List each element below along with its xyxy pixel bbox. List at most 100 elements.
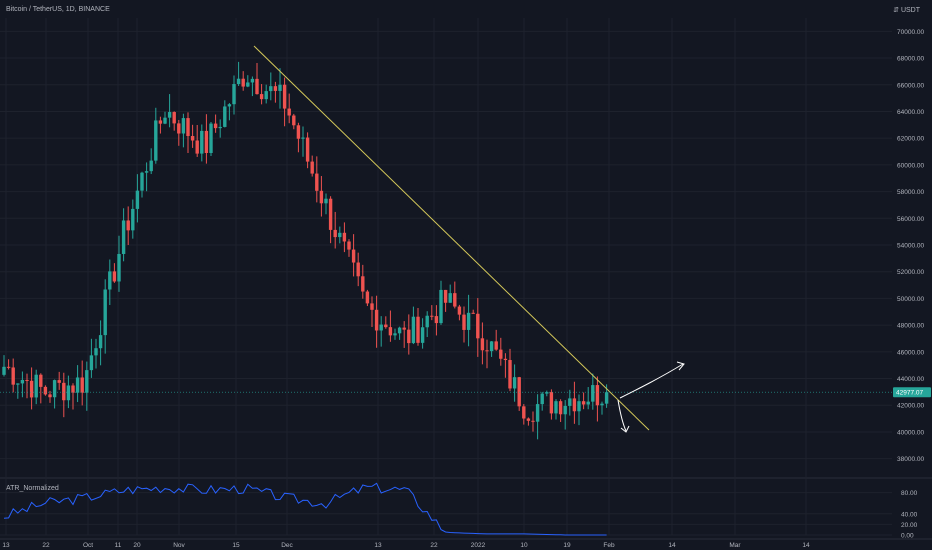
candle <box>241 71 245 91</box>
candle <box>499 337 503 366</box>
current-price-label: 42977.07 <box>896 390 923 397</box>
time-axis-label: 20 <box>133 542 141 549</box>
candle-body <box>2 366 6 375</box>
candle-body <box>439 289 443 324</box>
candle-body <box>241 78 245 87</box>
candle-body <box>600 403 604 406</box>
candle-body <box>443 289 448 303</box>
indicator-label[interactable]: ATR_Normalized <box>6 485 59 492</box>
candle-body <box>140 172 144 191</box>
candle-body <box>374 309 379 331</box>
candle-body <box>11 367 15 385</box>
candle-body <box>342 232 347 242</box>
candle-body <box>20 379 25 384</box>
price-axis-label: 44000.00 <box>897 376 924 383</box>
candle <box>430 305 434 321</box>
time-axis-label: 19 <box>563 542 571 549</box>
candle-body <box>39 374 43 387</box>
candle <box>269 72 273 101</box>
candle <box>158 116 163 134</box>
candle <box>246 75 250 88</box>
candle <box>485 339 489 369</box>
time-axis-label: 22 <box>430 542 438 549</box>
candle-body <box>269 86 273 92</box>
candle-body <box>172 112 176 124</box>
candle-body <box>158 120 163 124</box>
candle-body <box>301 137 305 139</box>
candle-body <box>66 385 71 401</box>
candle <box>172 111 176 131</box>
candle <box>264 84 268 104</box>
candle-body <box>324 198 328 204</box>
candle <box>342 222 347 253</box>
candle-body <box>62 382 66 401</box>
candle-body <box>43 386 48 395</box>
candle-body <box>577 401 581 412</box>
candle <box>356 252 360 287</box>
candle <box>540 391 544 411</box>
atr-pane <box>0 482 892 536</box>
candle-body <box>264 91 268 100</box>
candle-body <box>71 385 75 393</box>
symbol-title[interactable]: Bitcoin / TetherUS, 1D, BINANCE <box>6 6 110 13</box>
candle-body <box>540 393 544 405</box>
candle-body <box>57 380 61 383</box>
candle <box>535 394 540 440</box>
candle <box>476 298 480 357</box>
time-axis-label: 13 <box>374 542 382 549</box>
candle <box>190 124 195 148</box>
candle <box>374 295 379 348</box>
candle-body <box>351 249 356 263</box>
time-axis-label: 13 <box>2 542 10 549</box>
candle-body <box>149 160 153 172</box>
candle <box>52 379 57 409</box>
candle-body <box>531 420 535 422</box>
candle-body <box>135 190 140 209</box>
candle-body <box>154 120 158 161</box>
candle <box>218 119 222 138</box>
candle-body <box>402 327 406 330</box>
axes: 70000.00 68000.00 66000.00 64000.00 62000.00… <box>2 29 931 549</box>
price-axis-label: 38000.00 <box>897 456 924 463</box>
candle <box>420 318 425 349</box>
arrow-up-head <box>676 361 685 371</box>
candle-body <box>209 123 213 153</box>
candle-body <box>558 401 563 415</box>
candle-body <box>453 293 457 307</box>
candle <box>121 208 126 262</box>
candle <box>80 360 84 406</box>
currency-selector[interactable]: ⇵ USDT <box>893 6 920 14</box>
candle <box>66 375 71 409</box>
candle-body <box>255 78 259 95</box>
price-axis-label: 62000.00 <box>897 136 924 143</box>
candle-body <box>218 126 222 129</box>
candle <box>549 389 554 420</box>
candle-body <box>397 327 402 334</box>
candle <box>425 311 429 338</box>
candle <box>563 400 567 430</box>
candle-body <box>384 324 388 328</box>
candle <box>34 369 38 405</box>
candle-body <box>177 123 181 134</box>
candle <box>517 376 521 411</box>
candle <box>453 281 457 309</box>
candle-body <box>204 130 209 153</box>
candle-body <box>112 271 117 282</box>
candle <box>522 404 526 425</box>
candle-body <box>545 392 549 394</box>
trendline <box>253 45 650 431</box>
candle <box>144 162 149 192</box>
candle-body <box>407 329 411 344</box>
candle <box>259 84 264 105</box>
candle <box>310 155 314 177</box>
candle <box>365 289 370 307</box>
candle-body <box>236 78 241 85</box>
candle <box>149 148 153 175</box>
candle <box>315 156 319 203</box>
candle-body <box>186 118 190 137</box>
candle <box>177 119 181 146</box>
candle <box>186 112 190 153</box>
candle <box>416 308 420 346</box>
candle-body <box>94 348 98 356</box>
